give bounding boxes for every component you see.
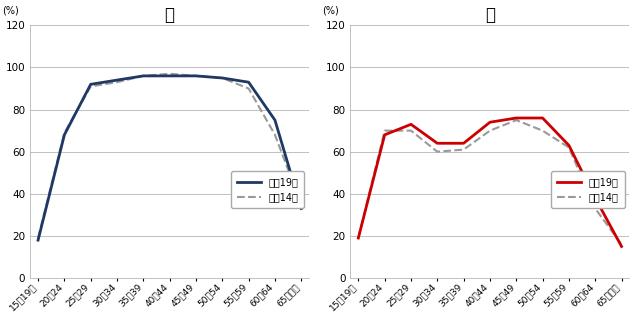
Title: 女: 女 bbox=[485, 6, 495, 24]
Line: 平成14年: 平成14年 bbox=[358, 120, 622, 244]
平成19年 bbox=[434, 142, 441, 145]
平成14年 bbox=[538, 129, 546, 133]
Line: 平成14年: 平成14年 bbox=[38, 74, 301, 238]
平成19年 bbox=[618, 245, 625, 248]
平成14年 bbox=[87, 85, 95, 88]
平成19年 bbox=[166, 74, 173, 78]
平成19年 bbox=[460, 142, 467, 145]
平成19年 bbox=[354, 236, 362, 240]
平成19年 bbox=[512, 116, 520, 120]
平成14年 bbox=[218, 76, 226, 80]
平成14年 bbox=[565, 146, 573, 149]
Legend: 平成19年, 平成14年: 平成19年, 平成14年 bbox=[551, 171, 625, 208]
平成14年 bbox=[113, 80, 121, 84]
平成19年 bbox=[245, 80, 253, 84]
平成19年 bbox=[486, 120, 494, 124]
平成19年 bbox=[297, 207, 305, 211]
平成14年 bbox=[591, 207, 599, 211]
平成14年 bbox=[297, 203, 305, 206]
Legend: 平成19年, 平成14年: 平成19年, 平成14年 bbox=[231, 171, 304, 208]
平成19年 bbox=[87, 82, 95, 86]
平成14年 bbox=[460, 148, 467, 151]
平成19年 bbox=[113, 78, 121, 82]
平成14年 bbox=[618, 242, 625, 246]
平成19年 bbox=[407, 122, 415, 126]
Line: 平成19年: 平成19年 bbox=[38, 76, 301, 240]
平成14年 bbox=[271, 133, 279, 137]
平成19年 bbox=[60, 133, 68, 137]
Text: (%): (%) bbox=[323, 5, 339, 15]
平成14年 bbox=[140, 74, 147, 78]
平成19年 bbox=[34, 238, 42, 242]
平成19年 bbox=[140, 74, 147, 78]
平成14年 bbox=[434, 150, 441, 154]
平成19年 bbox=[591, 196, 599, 200]
平成14年 bbox=[354, 236, 362, 240]
平成19年 bbox=[565, 143, 573, 147]
平成19年 bbox=[218, 76, 226, 80]
平成19年 bbox=[381, 133, 389, 137]
平成14年 bbox=[245, 86, 253, 90]
平成14年 bbox=[166, 72, 173, 76]
平成19年 bbox=[192, 74, 200, 78]
平成14年 bbox=[60, 131, 68, 135]
Title: 男: 男 bbox=[164, 6, 175, 24]
平成14年 bbox=[512, 118, 520, 122]
Line: 平成19年: 平成19年 bbox=[358, 118, 622, 246]
平成14年 bbox=[381, 129, 389, 133]
Text: (%): (%) bbox=[3, 5, 19, 15]
平成19年 bbox=[271, 118, 279, 122]
平成14年 bbox=[486, 129, 494, 133]
平成14年 bbox=[192, 74, 200, 78]
平成14年 bbox=[407, 129, 415, 133]
平成14年 bbox=[34, 236, 42, 240]
平成19年 bbox=[538, 116, 546, 120]
